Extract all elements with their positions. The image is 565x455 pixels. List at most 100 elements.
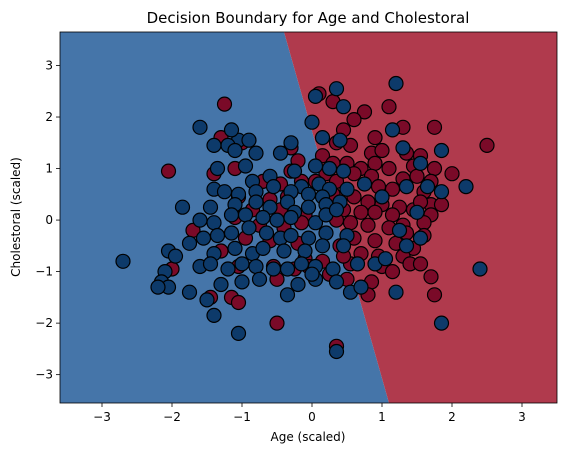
point-class-1 xyxy=(384,207,401,223)
point-class-0 xyxy=(283,135,299,151)
point-class-0 xyxy=(234,274,250,290)
point-class-0 xyxy=(199,292,215,308)
point-class-1 xyxy=(216,96,233,112)
point-class-1 xyxy=(426,287,443,303)
point-class-0 xyxy=(265,179,282,195)
point-class-0 xyxy=(300,230,317,246)
point-class-0 xyxy=(283,227,299,244)
point-class-1 xyxy=(384,264,401,280)
point-class-0 xyxy=(248,145,264,161)
point-class-1 xyxy=(367,204,383,220)
point-class-0 xyxy=(202,199,219,215)
point-class-0 xyxy=(206,137,222,153)
point-class-0 xyxy=(472,261,488,277)
point-class-0 xyxy=(412,155,429,171)
point-class-0 xyxy=(255,209,271,226)
point-class-1 xyxy=(426,119,443,135)
point-class-1 xyxy=(426,160,443,177)
point-class-0 xyxy=(279,287,296,303)
point-class-0 xyxy=(384,122,401,138)
point-class-1 xyxy=(342,215,359,231)
point-class-1 xyxy=(367,155,383,171)
point-class-0 xyxy=(241,132,257,148)
point-class-1 xyxy=(423,269,439,285)
point-class-0 xyxy=(349,256,366,272)
point-class-0 xyxy=(209,160,226,177)
point-class-0 xyxy=(272,145,289,161)
point-class-0 xyxy=(195,230,212,246)
point-class-0 xyxy=(297,243,313,259)
y-axis-label: Cholestoral (scaled) xyxy=(9,157,23,277)
point-class-0 xyxy=(328,202,345,218)
y-tick-label: −1 xyxy=(35,265,53,279)
point-class-0 xyxy=(206,215,222,231)
point-class-0 xyxy=(269,212,285,228)
y-tick-label: −2 xyxy=(35,316,53,330)
point-class-1 xyxy=(412,256,429,272)
point-class-1 xyxy=(433,197,450,213)
point-class-0 xyxy=(206,307,222,323)
point-class-0 xyxy=(388,75,404,92)
point-class-0 xyxy=(223,122,240,138)
point-class-0 xyxy=(335,163,352,179)
point-class-1 xyxy=(381,99,397,115)
point-class-0 xyxy=(216,184,233,200)
point-class-0 xyxy=(398,179,415,195)
x-tick-label: 0 xyxy=(308,410,316,424)
point-class-1 xyxy=(360,217,376,233)
point-class-0 xyxy=(335,238,352,254)
point-class-0 xyxy=(325,261,341,277)
point-class-0 xyxy=(255,240,271,256)
point-class-0 xyxy=(202,256,219,272)
plot-frame xyxy=(59,31,558,404)
x-tick-label: −2 xyxy=(163,410,181,424)
point-class-0 xyxy=(265,261,282,277)
point-class-0 xyxy=(321,160,338,177)
point-class-0 xyxy=(328,81,345,97)
point-class-0 xyxy=(307,215,324,231)
point-class-0 xyxy=(237,207,254,223)
point-class-1 xyxy=(356,104,373,120)
point-class-1 xyxy=(367,130,383,146)
point-class-0 xyxy=(290,276,306,293)
point-class-1 xyxy=(346,111,362,128)
point-class-1 xyxy=(374,142,390,159)
y-axis-ticks: −3 −2 −1 0 1 2 3 xyxy=(35,58,60,382)
y-tick-label: 2 xyxy=(45,110,53,124)
point-class-0 xyxy=(314,238,331,254)
point-class-0 xyxy=(258,225,275,241)
point-class-0 xyxy=(307,158,324,174)
chart-title: Decision Boundary for Age and Cholestora… xyxy=(147,9,470,27)
point-class-0 xyxy=(230,325,247,341)
point-class-0 xyxy=(356,176,373,192)
point-class-0 xyxy=(377,251,394,267)
point-class-0 xyxy=(181,284,198,300)
data-points xyxy=(115,75,495,360)
point-class-0 xyxy=(234,256,250,272)
point-class-0 xyxy=(237,158,254,174)
point-class-0 xyxy=(276,243,292,259)
point-class-0 xyxy=(412,230,429,246)
y-tick-label: 0 xyxy=(45,213,53,227)
point-class-0 xyxy=(300,199,317,215)
point-class-0 xyxy=(150,279,166,295)
point-class-0 xyxy=(339,181,355,197)
x-tick-label: −1 xyxy=(233,410,251,424)
point-class-0 xyxy=(167,248,184,264)
point-class-1 xyxy=(409,168,425,184)
point-class-1 xyxy=(269,315,285,331)
x-tick-label: 1 xyxy=(378,410,386,424)
point-class-0 xyxy=(248,258,264,275)
point-class-0 xyxy=(192,212,208,228)
point-class-0 xyxy=(388,284,404,300)
point-class-0 xyxy=(433,142,450,159)
point-class-1 xyxy=(230,294,247,311)
point-class-0 xyxy=(251,271,268,287)
y-tick-label: −3 xyxy=(35,368,53,382)
point-class-0 xyxy=(223,207,240,223)
y-tick-label: 3 xyxy=(45,58,53,72)
x-tick-label: 3 xyxy=(518,410,526,424)
point-class-0 xyxy=(458,179,474,195)
x-tick-label: 2 xyxy=(448,410,456,424)
